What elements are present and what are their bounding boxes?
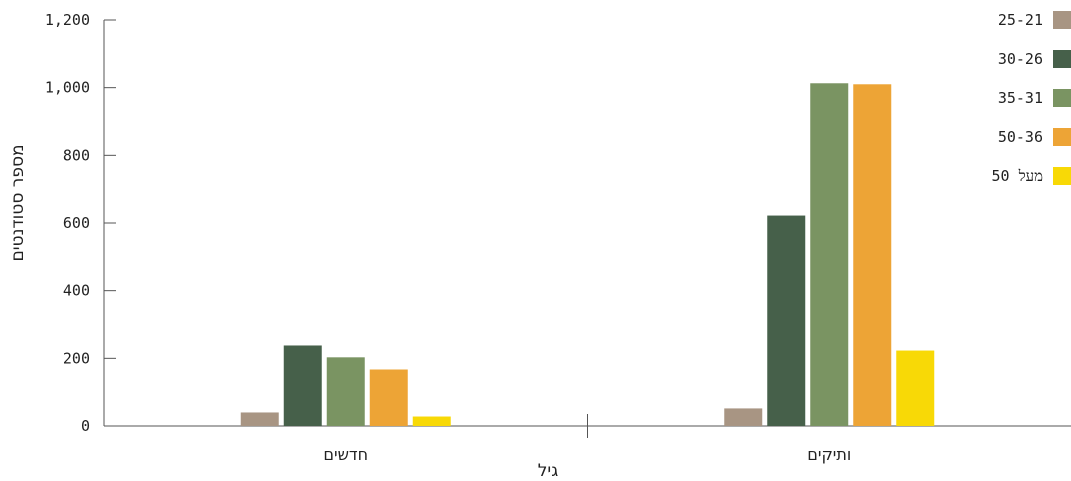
y-tick-label: 600 <box>63 214 90 232</box>
legend-swatch <box>1053 50 1071 68</box>
y-tick-label: 0 <box>81 417 90 435</box>
bar <box>896 350 935 426</box>
y-axis-title: מספר סטודנטים <box>8 144 28 261</box>
y-tick-label: 800 <box>63 146 90 164</box>
x-axis-title: גיל <box>538 461 558 481</box>
legend-label: 25-21 <box>998 11 1043 29</box>
y-tick-label: 400 <box>63 282 90 300</box>
legend-swatch <box>1053 128 1071 146</box>
legend-swatch <box>1053 167 1071 185</box>
y-tick-label: 1,200 <box>45 11 90 29</box>
bar <box>724 408 763 426</box>
bar <box>326 357 365 426</box>
legend-label: 30-26 <box>998 50 1043 68</box>
bar <box>369 369 408 426</box>
x-category-label: חדשים <box>323 445 368 464</box>
bar <box>283 345 322 426</box>
bar <box>767 215 806 426</box>
y-axis: 0 200 400 600 800 1,000 1,200 <box>45 11 116 435</box>
legend-label: 50-36 <box>998 128 1043 146</box>
bar <box>412 416 451 426</box>
y-tick-label: 1,000 <box>45 79 90 97</box>
bar <box>810 83 849 426</box>
legend: 25-21 30-26 35-31 50-36 מעל 50 <box>992 11 1071 185</box>
bar <box>853 84 892 427</box>
bar <box>240 412 279 426</box>
y-tick-label: 200 <box>63 349 90 367</box>
legend-label: 35-31 <box>998 89 1043 107</box>
bars <box>240 83 935 427</box>
legend-swatch <box>1053 89 1071 107</box>
legend-swatch <box>1053 11 1071 29</box>
x-category-label: ותיקים <box>807 445 851 464</box>
legend-label: מעל 50 <box>992 167 1044 185</box>
